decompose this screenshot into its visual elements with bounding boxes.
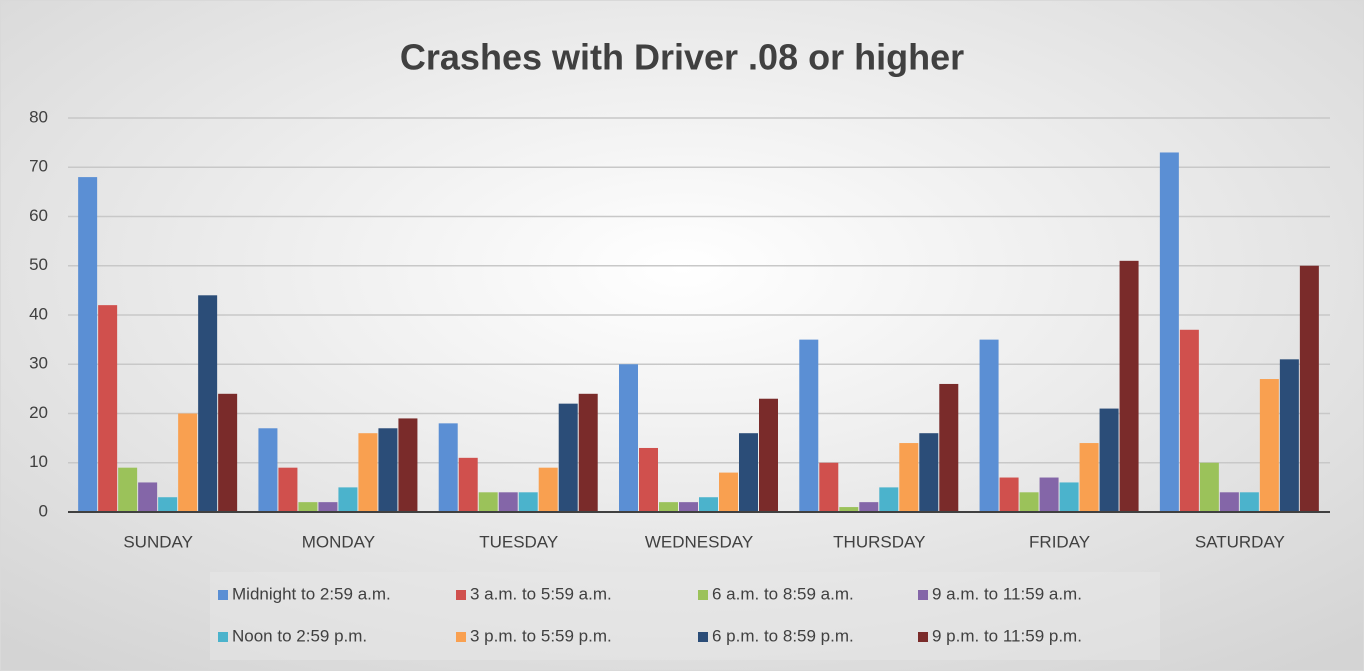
bar (298, 502, 318, 512)
legend-swatch (698, 590, 708, 600)
bar (1019, 492, 1039, 512)
bar (879, 487, 899, 512)
bar (278, 467, 298, 512)
bar (358, 433, 378, 512)
bar (78, 177, 98, 512)
x-tick-label: WEDNESDAY (645, 532, 753, 551)
bar (919, 433, 939, 512)
bar (979, 339, 999, 512)
bar (899, 443, 919, 512)
bar (318, 502, 338, 512)
bar (258, 428, 278, 512)
bar (1299, 265, 1319, 512)
bar (659, 502, 678, 512)
legend-swatch (698, 632, 708, 642)
x-tick-label: FRIDAY (1029, 532, 1090, 551)
y-tick-label: 40 (29, 304, 48, 323)
bar (538, 467, 558, 512)
y-tick-label: 0 (39, 501, 48, 520)
legend-label: Midnight to 2:59 a.m. (232, 584, 391, 603)
legend-swatch (218, 632, 228, 642)
legend-swatch (918, 590, 928, 600)
bar (498, 492, 518, 512)
y-tick-label: 20 (29, 403, 48, 422)
legend-swatch (456, 632, 466, 642)
bar (518, 492, 538, 512)
bar (578, 393, 598, 512)
bar (118, 467, 138, 512)
bar (398, 418, 418, 512)
bar (558, 403, 578, 512)
x-tick-label: SATURDAY (1195, 532, 1285, 551)
legend-label: 3 p.m. to 5:59 p.m. (470, 626, 612, 645)
y-tick-label: 80 (29, 107, 48, 126)
bar (999, 477, 1019, 512)
legend-label: 9 p.m. to 11:59 p.m. (932, 626, 1082, 645)
bar (839, 507, 859, 512)
y-tick-label: 60 (29, 206, 48, 225)
bar (338, 487, 358, 512)
bar (619, 364, 638, 512)
legend-label: 9 a.m. to 11:59 a.m. (932, 584, 1082, 603)
bar (458, 457, 478, 512)
x-tick-label: MONDAY (302, 532, 375, 551)
bar (1119, 260, 1139, 512)
bar (799, 339, 819, 512)
y-tick-label: 70 (29, 157, 48, 176)
bar (859, 502, 879, 512)
x-tick-label: THURSDAY (833, 532, 925, 551)
bar (1279, 359, 1299, 512)
bar (1199, 462, 1219, 512)
y-tick-label: 10 (29, 452, 48, 471)
bar (1179, 329, 1199, 512)
legend-label: 6 a.m. to 8:59 a.m. (712, 584, 854, 603)
bar (719, 472, 738, 512)
bar (1259, 379, 1279, 512)
bar (939, 383, 959, 512)
bar (378, 428, 398, 512)
bar (1239, 492, 1259, 512)
x-tick-label: TUESDAY (479, 532, 558, 551)
bar (158, 497, 178, 512)
bar (1159, 152, 1179, 512)
y-tick-label: 30 (29, 354, 48, 373)
bar (699, 497, 718, 512)
legend-swatch (456, 590, 466, 600)
bar (1099, 408, 1119, 512)
bar (198, 295, 218, 512)
bar (1039, 477, 1059, 512)
legend-label: 6 p.m. to 8:59 p.m. (712, 626, 854, 645)
bar (438, 423, 458, 512)
legend-label: Noon to 2:59 p.m. (232, 626, 367, 645)
legend-label: 3 a.m. to 5:59 a.m. (470, 584, 612, 603)
bar (138, 482, 158, 512)
legend-swatch (918, 632, 928, 642)
bar (679, 502, 698, 512)
y-tick-label: 50 (29, 255, 48, 274)
x-tick-label: SUNDAY (123, 532, 193, 551)
bar (819, 462, 839, 512)
bar (639, 447, 658, 512)
bar (218, 393, 238, 512)
bar (739, 433, 758, 512)
legend-box (210, 572, 1160, 660)
bar (759, 398, 778, 512)
bar (1079, 443, 1099, 512)
bar (98, 305, 118, 512)
bar (178, 413, 198, 512)
bar (478, 492, 498, 512)
legend-swatch (218, 590, 228, 600)
chart-title: Crashes with Driver .08 or higher (400, 37, 964, 78)
bar (1059, 482, 1079, 512)
bar (1219, 492, 1239, 512)
